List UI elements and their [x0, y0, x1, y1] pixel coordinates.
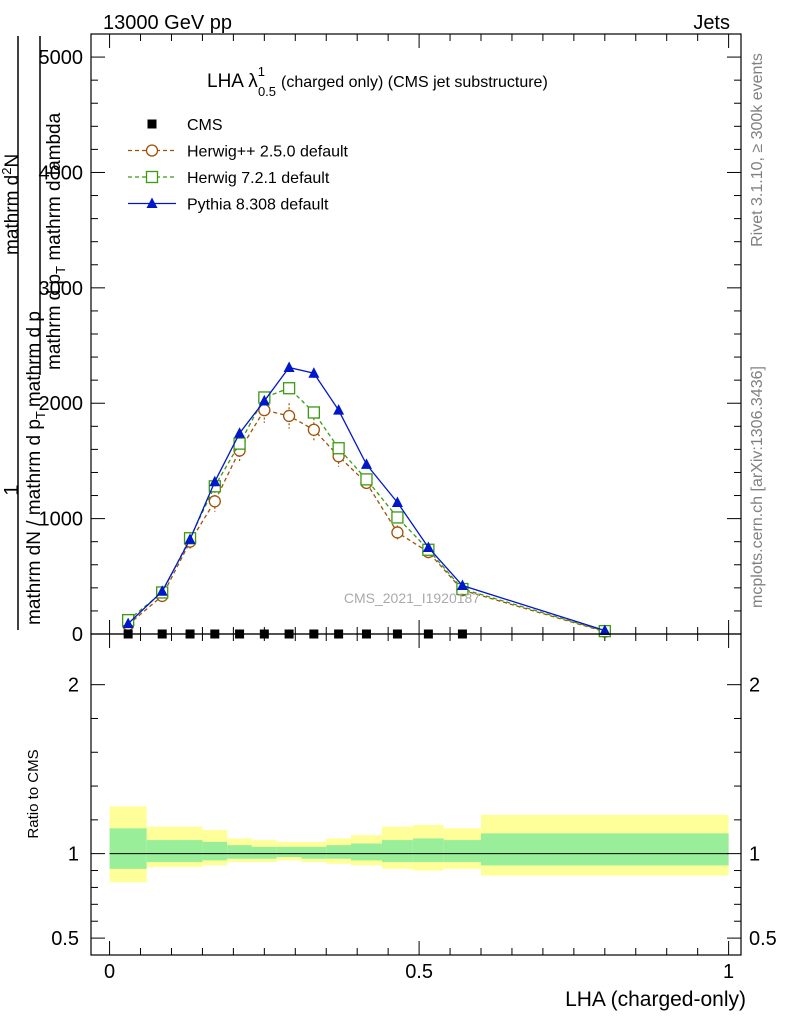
y-tick-label: 0 — [72, 624, 83, 646]
data-point-herwigpp — [282, 409, 296, 423]
legend-entry: Herwig++ 2.5.0 default — [128, 144, 349, 161]
series-line — [127, 366, 606, 632]
data-point-pythia — [283, 361, 295, 372]
ratio-band-inner — [481, 833, 729, 866]
data-point-pythia — [209, 475, 221, 487]
y-tick-label: 4000 — [39, 162, 84, 184]
ratio-y-tick-label-right: 0.5 — [749, 928, 777, 950]
legend-marker — [145, 170, 159, 184]
ratio-band-inner — [109, 828, 147, 869]
data-point-pythia — [456, 579, 468, 591]
ratio-y-tick-label-right: 1 — [749, 844, 760, 866]
ratio-band-inner — [412, 838, 444, 863]
data-point-herwig7 — [391, 511, 404, 524]
ratio-band-inner — [443, 840, 481, 863]
ratio-bands — [109, 806, 729, 883]
x-tick-label: 1 — [723, 961, 734, 983]
ratio-y-tick-label-right: 2 — [749, 675, 760, 697]
data-point-herwigpp — [208, 495, 221, 508]
x-axis-label: LHA (charged-only) — [565, 988, 746, 1011]
analysis-watermark: CMS_2021_I1920187 — [344, 590, 480, 606]
ratio-band-inner — [381, 840, 413, 863]
y-tick-label: 1000 — [39, 509, 84, 531]
legend-label: Herwig 7.2.1 default — [187, 170, 330, 187]
legend-label: CMS — [187, 117, 223, 134]
ratio-y-tick-label: 2 — [68, 675, 79, 697]
y-tick-label: 2000 — [39, 393, 84, 415]
data-point-pythia — [184, 533, 196, 544]
ratio-plot-ticks: 0.5 0.5 1 1 2 2 0 0.5 1 — [51, 634, 777, 983]
data-point-herwigpp — [391, 526, 404, 539]
data-point-pythia — [122, 617, 134, 629]
ratio-y-tick-label: 1 — [68, 844, 79, 866]
y-label-inner: mathrm d pT mathrm d lambda — [44, 112, 68, 370]
ratio-y-label: Ratio to CMS — [25, 749, 42, 838]
data-point-pythia — [360, 458, 372, 469]
data-point-pythia — [391, 496, 403, 507]
legend: CMS Herwig++ 2.5.0 default Herwig 7.2.1 de… — [128, 117, 349, 214]
y-label-numerator: mathrm d2N — [0, 154, 23, 255]
x-tick-label: 0.5 — [405, 961, 433, 983]
data-point-pythia — [422, 541, 434, 552]
rivet-label: Rivet 3.1.10, ≥ 300k events — [749, 53, 766, 247]
ratio-band-inner — [227, 845, 252, 859]
legend-label: Pythia 8.308 default — [187, 197, 329, 214]
data-point-pythia — [599, 624, 611, 636]
y-label-one: 1 — [1, 484, 23, 495]
data-point-pythia — [234, 427, 246, 438]
mcplots-label: mcplots.cern.ch [arXiv:1306.3436] — [749, 366, 766, 608]
legend-entry: Pythia 8.308 default — [128, 197, 329, 214]
y-tick-label: 3000 — [39, 278, 84, 300]
ratio-band-inner — [146, 840, 203, 863]
ratio-band-inner — [251, 846, 277, 859]
data-point-pythia — [156, 585, 168, 596]
data-point-pythia — [258, 394, 270, 406]
data-point-herwig7 — [282, 382, 296, 395]
legend-marker — [147, 119, 157, 129]
ratio-band-inner — [202, 841, 228, 861]
legend-marker — [145, 144, 159, 157]
plot-title: LHA λ1 0.5(charged only) (CMS jet substru… — [207, 64, 548, 99]
series-pythia-8-308-default — [122, 361, 611, 636]
legend-entry: Herwig 7.2.1 default — [128, 170, 330, 187]
x-tick-label: 0 — [104, 961, 115, 983]
data-point-pythia — [333, 404, 345, 415]
data-point-herwig7 — [307, 406, 321, 419]
ratio-band-inner — [276, 846, 302, 858]
ratio-band-inner — [301, 846, 327, 859]
main-plot-ticks: 0 1000 2000 3000 4000 5000 — [39, 34, 741, 646]
data-point-pythia — [308, 367, 320, 378]
ratio-band-inner — [351, 843, 382, 861]
legend-label: Herwig++ 2.5.0 default — [187, 144, 349, 161]
legend-marker — [146, 197, 158, 208]
y-tick-label: 5000 — [39, 47, 84, 69]
header-left: 13000 GeV pp — [103, 12, 232, 34]
ratio-y-tick-label: 0.5 — [51, 928, 79, 950]
data-point-herwig7 — [360, 473, 373, 486]
ratio-band-inner — [326, 845, 351, 859]
y-axis-label: 1 mathrm dN / mathrm d pTmathrm d p math… — [0, 36, 68, 630]
header-right: Jets — [693, 12, 730, 34]
legend-entry: CMS — [147, 117, 223, 134]
data-point-herwigpp — [307, 423, 321, 436]
ratio-plot-frame — [90, 633, 742, 956]
data-point-herwig7 — [332, 442, 345, 455]
